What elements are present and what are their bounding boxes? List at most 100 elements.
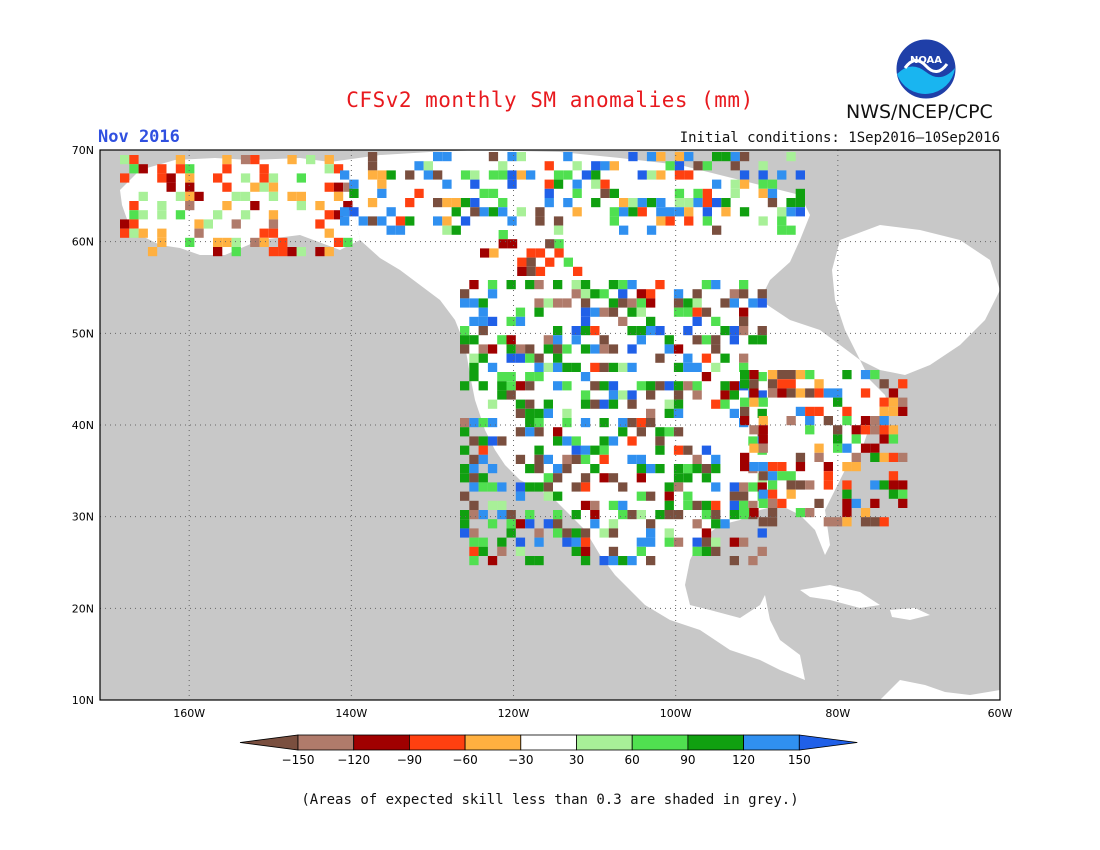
anomaly-cell: [478, 454, 488, 464]
anomaly-cell: [487, 362, 498, 372]
anomaly-cell: [572, 161, 582, 171]
anomaly-cell: [470, 198, 480, 208]
anomaly-cell: [580, 546, 591, 556]
anomaly-cell: [497, 335, 507, 345]
legend-swatch: [408, 734, 466, 751]
anomaly-cell: [580, 289, 591, 299]
anomaly-cell: [655, 464, 665, 474]
anomaly-cell: [487, 289, 498, 299]
anomaly-cell: [580, 390, 591, 400]
anomaly-cell: [367, 170, 378, 180]
anomaly-cell: [571, 289, 581, 299]
anomaly-cell: [562, 381, 572, 391]
lat-tick-label: 40N: [72, 419, 94, 432]
anomaly-cell: [478, 445, 488, 455]
anomaly-cell: [749, 379, 759, 389]
anomaly-cell: [442, 198, 452, 208]
anomaly-cell: [526, 266, 536, 276]
anomaly-cell: [673, 390, 684, 400]
anomaly-cell: [423, 170, 433, 180]
anomaly-cell: [478, 307, 488, 317]
anomaly-cell: [684, 198, 694, 208]
anomaly-cell: [655, 353, 665, 363]
anomaly-cell: [767, 489, 778, 499]
anomaly-cell: [898, 452, 908, 462]
anomaly-cell: [203, 219, 213, 229]
anomaly-cell: [786, 480, 796, 490]
anomaly-cell: [498, 198, 508, 208]
legend-swatch: [353, 734, 410, 751]
anomaly-cell: [377, 188, 387, 198]
anomaly-cell: [478, 537, 488, 547]
anomaly-cell: [580, 482, 591, 492]
noaa-logo: NOAA: [895, 38, 957, 100]
anomaly-cell: [609, 207, 619, 217]
anomaly-cell: [553, 381, 563, 391]
anomaly-cell: [739, 537, 749, 547]
anomaly-cell: [729, 556, 739, 566]
anomaly-cell: [147, 247, 158, 257]
anomaly-cell: [701, 307, 712, 317]
anomaly-cell: [665, 161, 675, 171]
anomaly-cell: [534, 418, 544, 428]
anomaly-cell: [469, 353, 479, 363]
anomaly-cell: [460, 198, 471, 208]
anomaly-cell: [120, 219, 130, 229]
anomaly-cell: [608, 528, 619, 538]
anomaly-cell: [777, 462, 787, 472]
legend-label: 120: [732, 753, 755, 767]
anomaly-cell: [515, 399, 526, 409]
anomaly-cell: [478, 436, 488, 446]
anomaly-cell: [701, 464, 712, 474]
anomaly-cell: [618, 427, 628, 437]
map-frame: [99, 149, 1001, 701]
anomaly-cell: [711, 280, 721, 290]
anomaly-cell: [860, 416, 871, 426]
anomaly-cell: [646, 390, 656, 400]
anomaly-cell: [767, 480, 778, 490]
anomaly-cell: [590, 510, 600, 520]
anomaly-cell: [571, 362, 581, 372]
anomaly-cell: [469, 418, 479, 428]
anomaly-cell: [525, 408, 535, 418]
anomaly-cell: [543, 408, 553, 418]
anomaly-cell: [469, 464, 479, 474]
anomaly-cell: [231, 191, 241, 201]
anomaly-cell: [175, 210, 186, 220]
anomaly-cell: [711, 500, 721, 510]
anomaly-cell: [451, 198, 461, 208]
anomaly-cell: [608, 344, 619, 354]
anomaly-cell: [656, 152, 666, 162]
anomaly-cell: [478, 510, 488, 520]
anomaly-cell: [599, 528, 609, 538]
anomaly-cell: [470, 207, 480, 217]
anomaly-cell: [758, 170, 768, 180]
anomaly-cell: [702, 198, 712, 208]
anomaly-cell: [120, 173, 130, 183]
anomaly-cell: [842, 416, 852, 426]
anomaly-cell: [795, 170, 805, 180]
anomaly-cell: [497, 510, 507, 520]
anomaly-cell: [553, 225, 564, 235]
anomaly-cell: [543, 362, 553, 372]
anomaly-cell: [636, 381, 646, 391]
anomaly-cell: [259, 237, 269, 247]
anomaly-cell: [296, 191, 306, 201]
anomaly-cell: [525, 510, 535, 520]
anomaly-cell: [795, 370, 806, 380]
anomaly-cell: [562, 436, 572, 446]
lat-tick-label: 50N: [72, 327, 94, 340]
anomaly-cell: [833, 425, 843, 435]
anomaly-cell: [157, 201, 167, 211]
anomaly-cell: [506, 280, 516, 290]
anomaly-cell: [460, 216, 471, 226]
anomaly-cell: [525, 344, 535, 354]
anomaly-cell: [673, 362, 684, 372]
anomaly-cell: [497, 436, 507, 446]
anomaly-cell: [636, 473, 646, 483]
anomaly-cell: [664, 408, 674, 418]
legend-arrow-right: [798, 734, 858, 751]
anomaly-cell: [324, 155, 334, 165]
anomaly-cell: [590, 399, 600, 409]
anomaly-cell: [692, 519, 702, 529]
